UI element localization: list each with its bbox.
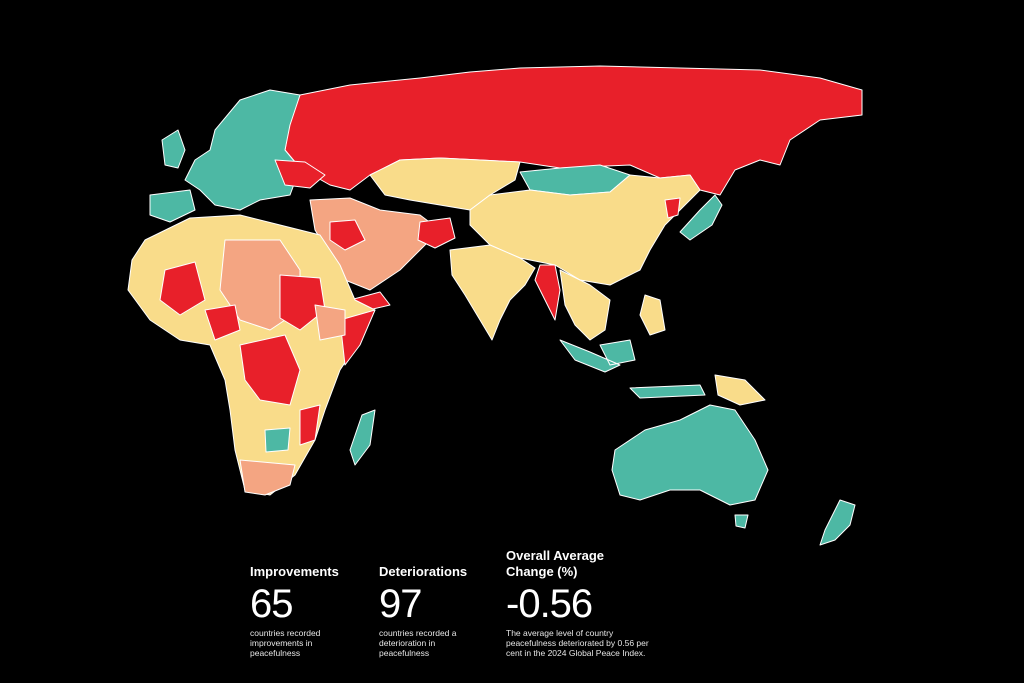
europe xyxy=(184,89,301,211)
sudan xyxy=(279,274,326,331)
korea xyxy=(664,197,681,219)
somalia xyxy=(339,309,376,366)
stat-title: Deteriorations xyxy=(379,564,468,579)
new-zealand xyxy=(819,499,856,546)
zimbabwe xyxy=(264,427,291,453)
japan xyxy=(679,194,723,241)
stat-improvements: Improvements 65 countries recorded impro… xyxy=(250,548,360,658)
mali xyxy=(159,261,206,316)
png xyxy=(714,374,766,406)
stat-value: 65 xyxy=(250,582,294,626)
south-africa xyxy=(239,459,296,496)
stat-average-change: Overall Average Change (%) -0.56 The ave… xyxy=(506,548,649,658)
stat-value: 97 xyxy=(379,582,423,626)
drc xyxy=(239,334,301,406)
afghanistan xyxy=(417,217,456,249)
stat-deteriorations: Deteriorations 97 countries recorded a d… xyxy=(379,548,489,658)
ethiopia xyxy=(314,304,346,341)
stat-description: The average level of country peacefulnes… xyxy=(506,628,649,658)
australia xyxy=(611,404,769,506)
myanmar xyxy=(534,264,561,321)
philippines xyxy=(639,294,666,336)
southeast-asia xyxy=(559,269,611,341)
stat-title: Overall Average Change (%) xyxy=(506,548,605,579)
madagascar xyxy=(349,409,376,466)
ukraine xyxy=(274,159,326,189)
stat-description: countries recorded a deterioration in pe… xyxy=(379,628,457,658)
central-asia xyxy=(369,157,521,211)
tasmania xyxy=(734,514,749,529)
stat-value: -0.56 xyxy=(506,582,593,626)
iberia xyxy=(149,189,196,223)
iraq-syria xyxy=(329,219,366,251)
mozambique xyxy=(299,404,321,446)
uk xyxy=(161,129,186,169)
nigeria xyxy=(204,304,241,341)
indonesia xyxy=(559,339,706,399)
stat-description: countries recorded improvements in peace… xyxy=(250,628,321,658)
india xyxy=(449,244,536,341)
russia xyxy=(284,65,863,196)
stat-title: Improvements xyxy=(250,564,339,579)
